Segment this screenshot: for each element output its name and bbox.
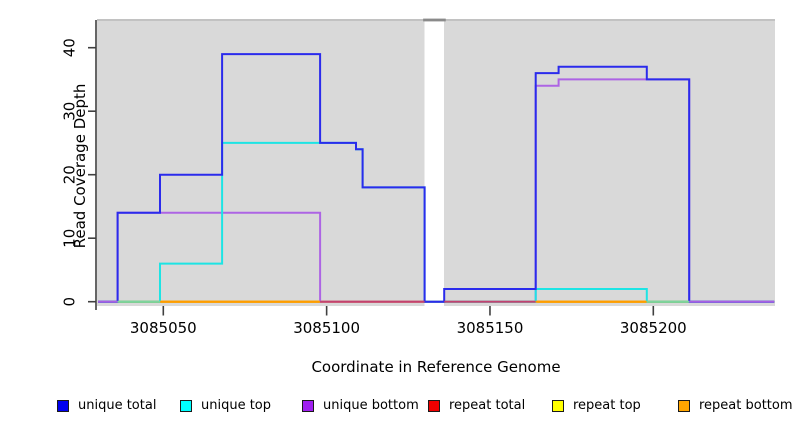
x-tick-label: 3085150 [457,319,524,337]
y-tick-label: 20 [61,165,79,184]
y-tick-label: 10 [61,229,79,248]
y-tick-label: 30 [61,102,79,121]
no-coverage-gap-cap [423,18,446,22]
y-tick-label: 40 [61,38,79,57]
y-tick-label: 0 [61,297,79,307]
x-tick-label: 3085050 [130,319,197,337]
x-tick-label: 3085200 [620,319,687,337]
series-line-unique-total [98,53,775,303]
x-tick-label: 3085100 [293,319,360,337]
y-axis-title: Read Coverage Depth [71,83,89,249]
x-axis-title: Coordinate in Reference Genome [311,358,561,376]
no-coverage-gap [424,20,445,306]
